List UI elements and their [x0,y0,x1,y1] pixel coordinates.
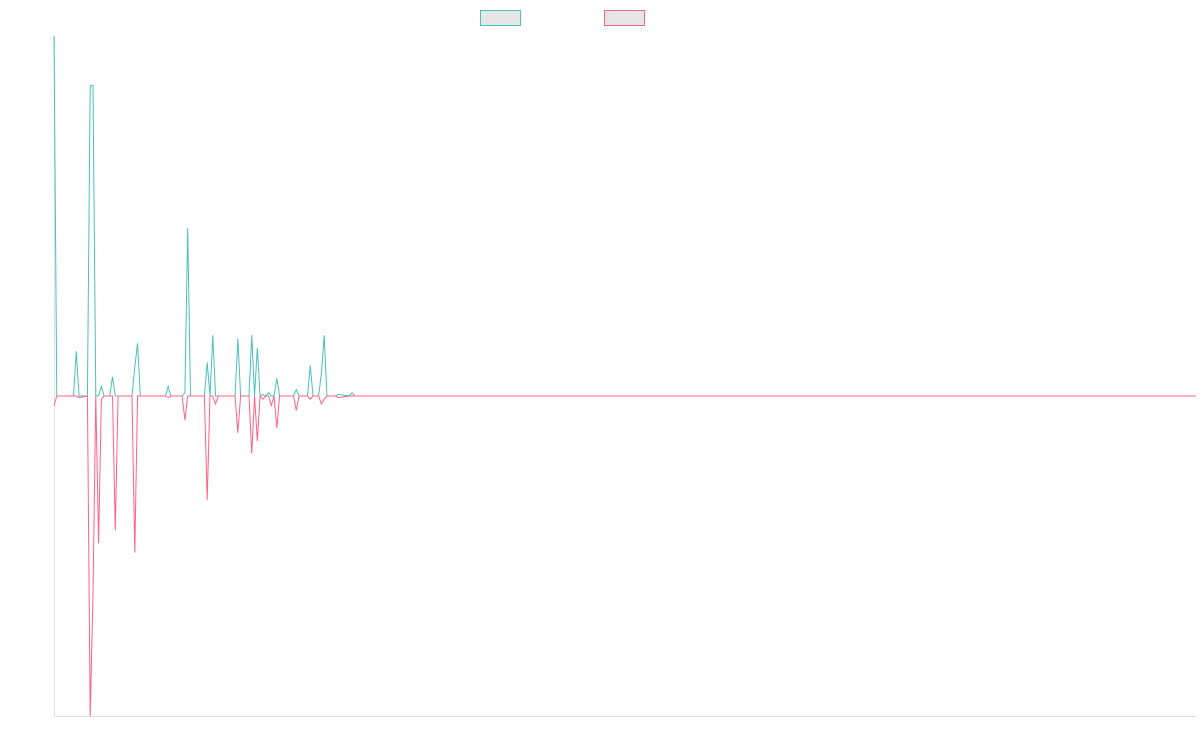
legend [480,10,645,26]
axes [54,36,1196,717]
series-line-1 [53,35,1196,397]
series-layer [53,35,1196,717]
series-line-2 [53,394,1196,717]
legend-swatch-series-2[interactable] [604,10,645,26]
legend-swatch-series-1[interactable] [480,10,521,26]
